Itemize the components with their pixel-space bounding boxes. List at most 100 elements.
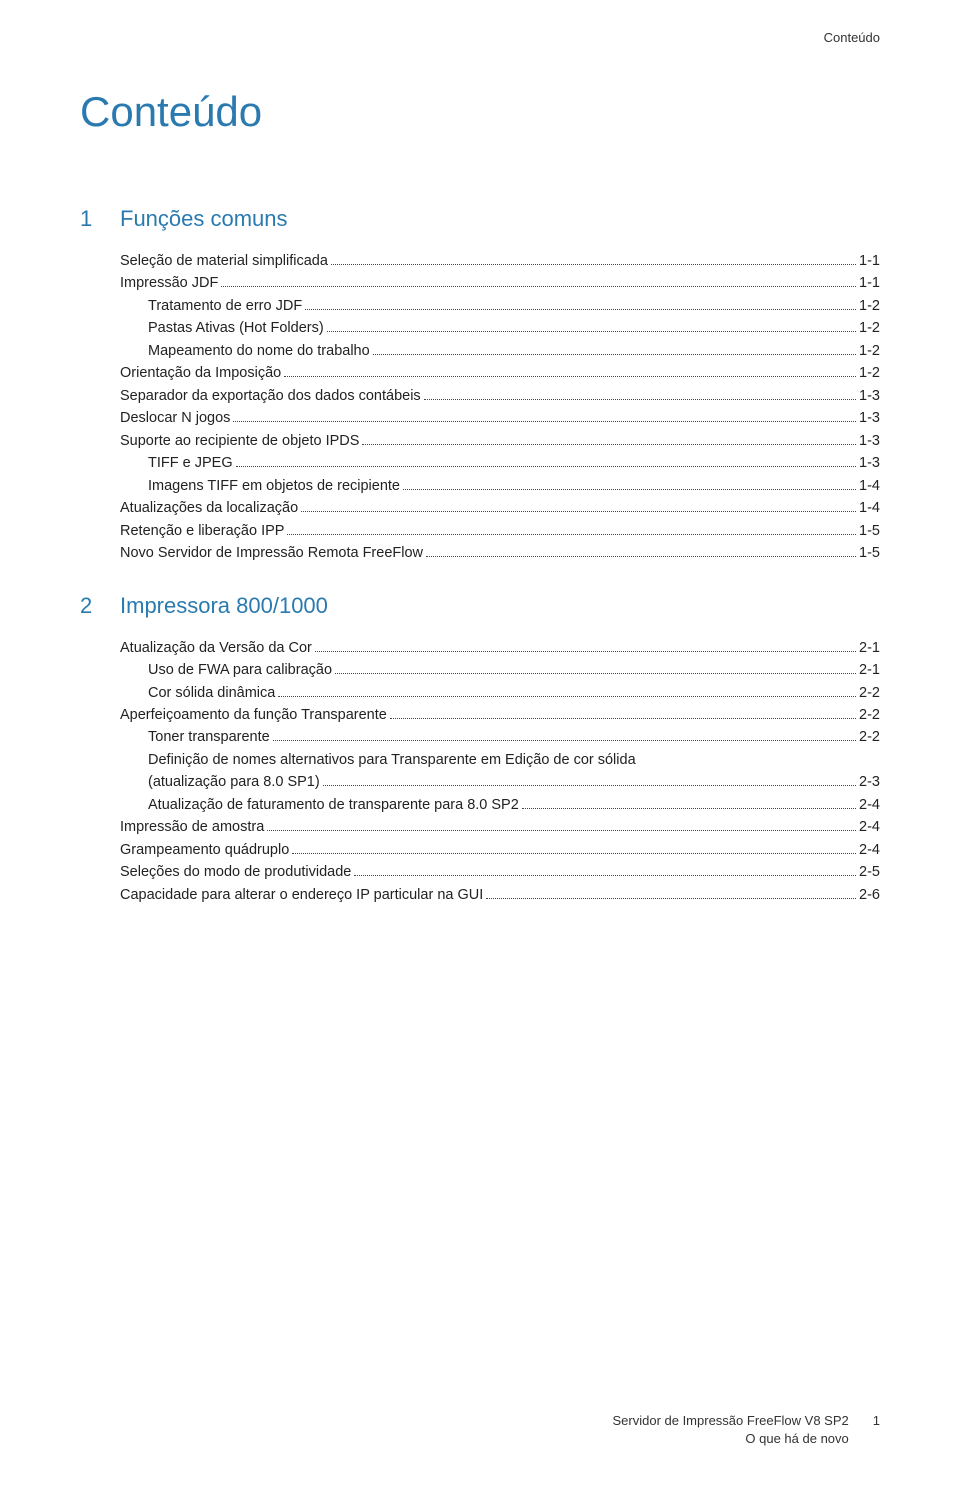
toc-entry: Impressão de amostra 2-4 [120,816,880,838]
footer: Servidor de Impressão FreeFlow V8 SP2 O … [612,1412,880,1448]
toc-entry: Deslocar N jogos 1-3 [120,407,880,429]
toc-label: Suporte ao recipiente de objeto IPDS [120,430,359,452]
toc-label: Atualização de faturamento de transparen… [148,794,519,816]
toc-page: 1-3 [859,407,880,429]
toc-label: Tratamento de erro JDF [148,295,302,317]
toc-label: Atualizações da localização [120,497,298,519]
dot-leader [292,853,856,854]
toc-entry: Imagens TIFF em objetos de recipiente 1-4 [120,475,880,497]
toc-label: Cor sólida dinâmica [148,682,275,704]
toc-page: 2-1 [859,659,880,681]
dot-leader [424,399,856,400]
chapter-title: Impressora 800/1000 [120,593,328,619]
dot-leader [486,898,856,899]
toc-label: Seleção de material simplificada [120,250,328,272]
dot-leader [390,718,856,719]
toc-entry: Separador da exportação dos dados contáb… [120,385,880,407]
dot-leader [315,651,856,652]
toc-label: Imagens TIFF em objetos de recipiente [148,475,400,497]
dot-leader [287,534,856,535]
toc-page: 2-5 [859,861,880,883]
chapter-heading: 2Impressora 800/1000 [80,593,880,619]
toc-label: Orientação da Imposição [120,362,281,384]
toc-page: 2-3 [859,771,880,793]
toc-page: 1-3 [859,430,880,452]
dot-leader [236,466,856,467]
toc-page: 1-2 [859,340,880,362]
toc-entry: Suporte ao recipiente de objeto IPDS 1-3 [120,430,880,452]
toc-page: 2-2 [859,682,880,704]
toc-entry: Atualização da Versão da Cor2-1 [120,637,880,659]
toc-entry: Seleções do modo de produtividade 2-5 [120,861,880,883]
toc-entry: Seleção de material simplificada 1-1 [120,250,880,272]
dot-leader [278,696,856,697]
toc-entry: Grampeamento quádruplo 2-4 [120,839,880,861]
toc-label: Impressão JDF [120,272,218,294]
page-title: Conteúdo [80,88,880,136]
toc-page: 2-4 [859,816,880,838]
toc-label: (atualização para 8.0 SP1) [148,771,320,793]
toc-page: 1-1 [859,250,880,272]
dot-leader [267,830,856,831]
dot-leader [221,286,856,287]
toc-entries: Atualização da Versão da Cor2-1Uso de FW… [120,637,880,907]
toc-page: 1-1 [859,272,880,294]
dot-leader [373,354,856,355]
toc-label: Deslocar N jogos [120,407,230,429]
toc-page: 2-4 [859,794,880,816]
toc-label: Atualização da Versão da Cor [120,637,312,659]
toc-page: 1-4 [859,475,880,497]
toc-page: 1-5 [859,520,880,542]
dot-leader [522,808,856,809]
dot-leader [233,421,856,422]
toc-entry: Capacidade para alterar o endereço IP pa… [120,884,880,906]
chapter-number: 2 [80,593,120,619]
toc-container: 1Funções comuns Seleção de material simpl… [80,206,880,906]
dot-leader [331,264,856,265]
toc-label: Aperfeiçoamento da função Transparente [120,704,387,726]
toc-label: Uso de FWA para calibração [148,659,332,681]
chapter-title: Funções comuns [120,206,288,232]
footer-line1: Servidor de Impressão FreeFlow V8 SP2 [612,1412,848,1430]
toc-label: Seleções do modo de produtividade [120,861,351,883]
toc-entry: Retenção e liberação IPP1-5 [120,520,880,542]
toc-label: Pastas Ativas (Hot Folders) [148,317,324,339]
footer-text: Servidor de Impressão FreeFlow V8 SP2 O … [612,1412,848,1448]
toc-entry: Definição de nomes alternativos para Tra… [120,749,880,794]
toc-entry: Pastas Ativas (Hot Folders)1-2 [120,317,880,339]
toc-page: 2-2 [859,704,880,726]
dot-leader [305,309,856,310]
dot-leader [335,673,856,674]
toc-page: 1-3 [859,385,880,407]
footer-page-number: 1 [873,1412,880,1428]
toc-label: Grampeamento quádruplo [120,839,289,861]
dot-leader [362,444,856,445]
dot-leader [327,331,856,332]
toc-page: 2-4 [859,839,880,861]
toc-entry: Impressão JDF 1-1 [120,272,880,294]
toc-page: 1-2 [859,295,880,317]
header-label: Conteúdo [824,30,880,45]
toc-page: 1-5 [859,542,880,564]
toc-entry: Cor sólida dinâmica 2-2 [120,682,880,704]
chapter-number: 1 [80,206,120,232]
toc-label: Mapeamento do nome do trabalho [148,340,370,362]
toc-page: 2-2 [859,726,880,748]
toc-label: Impressão de amostra [120,816,264,838]
dot-leader [284,376,856,377]
toc-label: Capacidade para alterar o endereço IP pa… [120,884,483,906]
toc-entry: Mapeamento do nome do trabalho 1-2 [120,340,880,362]
dot-leader [403,489,856,490]
toc-entry: Novo Servidor de Impressão Remota FreeFl… [120,542,880,564]
toc-label: Separador da exportação dos dados contáb… [120,385,421,407]
toc-entry: Atualizações da localização1-4 [120,497,880,519]
dot-leader [426,556,856,557]
dot-leader [323,785,856,786]
toc-entry: Toner transparente 2-2 [120,726,880,748]
toc-entry: Aperfeiçoamento da função Transparente 2-… [120,704,880,726]
toc-page: 1-2 [859,362,880,384]
toc-entry: TIFF e JPEG1-3 [120,452,880,474]
toc-label: Toner transparente [148,726,270,748]
chapter-heading: 1Funções comuns [80,206,880,232]
toc-page: 2-6 [859,884,880,906]
